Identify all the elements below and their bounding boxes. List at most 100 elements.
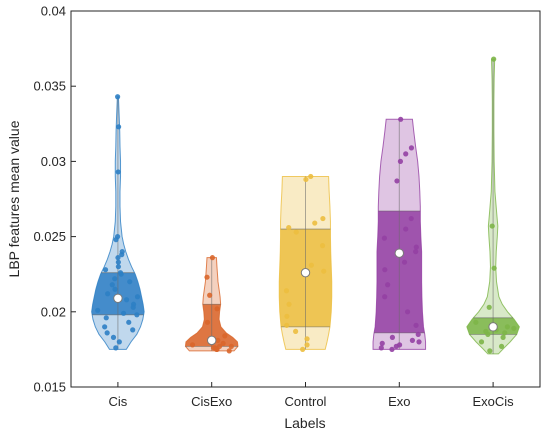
data-point: [95, 307, 101, 313]
data-point: [109, 282, 115, 288]
data-point: [283, 288, 290, 294]
y-axis-label: LBP features mean value: [6, 120, 22, 277]
violin-exocis: [466, 56, 520, 355]
median-marker: [300, 267, 311, 278]
data-point: [398, 116, 404, 122]
data-point: [103, 315, 109, 321]
data-point: [105, 291, 111, 297]
data-point: [214, 306, 220, 312]
data-point: [130, 327, 136, 333]
data-point: [102, 267, 109, 273]
data-point: [228, 343, 234, 349]
median-marker: [113, 293, 123, 303]
data-point: [215, 337, 221, 343]
data-point: [382, 267, 388, 273]
data-point: [416, 339, 422, 345]
data-point: [382, 294, 388, 300]
y-tick-label: 0.035: [33, 79, 66, 94]
data-point: [115, 264, 122, 270]
data-point: [397, 158, 404, 164]
y-tick-label: 0.03: [41, 154, 66, 169]
data-point: [127, 279, 133, 285]
y-axis-ticks: 0.015 0.02 0.025 0.03 0.035 0.04: [33, 4, 76, 395]
data-point: [112, 276, 118, 282]
data-point: [115, 94, 121, 100]
x-tick-label: Exo: [388, 394, 410, 409]
data-point: [409, 337, 416, 343]
data-point: [102, 324, 108, 330]
violins-layer: [91, 56, 520, 355]
x-tick-label: Control: [285, 394, 327, 409]
data-point: [113, 345, 119, 351]
data-point: [473, 319, 479, 325]
y-tick-label: 0.02: [41, 304, 66, 319]
data-point: [303, 176, 309, 183]
data-point: [130, 304, 136, 310]
data-point: [113, 237, 119, 243]
data-point: [286, 224, 292, 231]
data-point: [403, 226, 409, 232]
y-tick-label: 0.025: [33, 229, 66, 244]
data-point: [189, 342, 196, 348]
median-marker: [394, 248, 404, 258]
data-point: [379, 340, 385, 346]
data-point: [286, 301, 292, 307]
data-point: [320, 215, 326, 222]
data-point: [308, 173, 314, 180]
data-point: [304, 342, 310, 348]
data-point: [293, 229, 299, 235]
data-point: [401, 259, 408, 265]
data-point: [511, 325, 517, 331]
data-point: [415, 331, 421, 337]
data-point: [389, 334, 396, 340]
data-point: [304, 336, 310, 342]
data-point: [389, 346, 395, 352]
data-point: [413, 249, 419, 255]
data-point: [381, 235, 388, 241]
data-point: [115, 124, 122, 130]
data-point: [118, 271, 124, 277]
data-point: [284, 322, 290, 328]
data-point: [120, 310, 127, 316]
data-point: [115, 169, 121, 175]
data-point: [504, 324, 510, 330]
data-point: [491, 56, 497, 62]
data-point: [486, 304, 492, 310]
violin-control: [278, 173, 333, 352]
data-point: [413, 244, 419, 250]
data-point: [413, 322, 419, 328]
median-marker: [488, 322, 498, 332]
data-point: [319, 243, 326, 249]
data-point: [123, 297, 130, 303]
data-point: [485, 331, 491, 337]
x-axis-label: Labels: [284, 415, 325, 431]
data-point: [502, 330, 508, 336]
data-point: [204, 319, 211, 325]
data-point: [404, 309, 411, 315]
data-point: [293, 328, 299, 334]
data-point: [321, 268, 327, 274]
data-point: [110, 334, 117, 340]
data-point: [207, 292, 213, 298]
data-point: [300, 346, 306, 352]
data-point: [487, 348, 493, 354]
data-point: [378, 345, 384, 351]
data-point: [385, 282, 391, 288]
data-point: [209, 255, 216, 261]
data-point: [134, 312, 140, 318]
data-point: [308, 262, 315, 268]
y-tick-label: 0.04: [41, 4, 66, 19]
data-point: [204, 274, 210, 280]
data-point: [284, 313, 290, 319]
data-point: [226, 348, 232, 354]
violin-cisexo: [184, 255, 239, 354]
data-point: [408, 215, 414, 222]
x-axis-ticks: Cis CisExo Control Exo ExoCis: [109, 382, 515, 409]
x-tick-label: ExoCis: [473, 394, 515, 409]
data-point: [112, 286, 118, 292]
data-point: [220, 340, 226, 346]
data-point: [126, 319, 132, 325]
median-marker: [207, 335, 217, 346]
data-point: [394, 178, 400, 184]
